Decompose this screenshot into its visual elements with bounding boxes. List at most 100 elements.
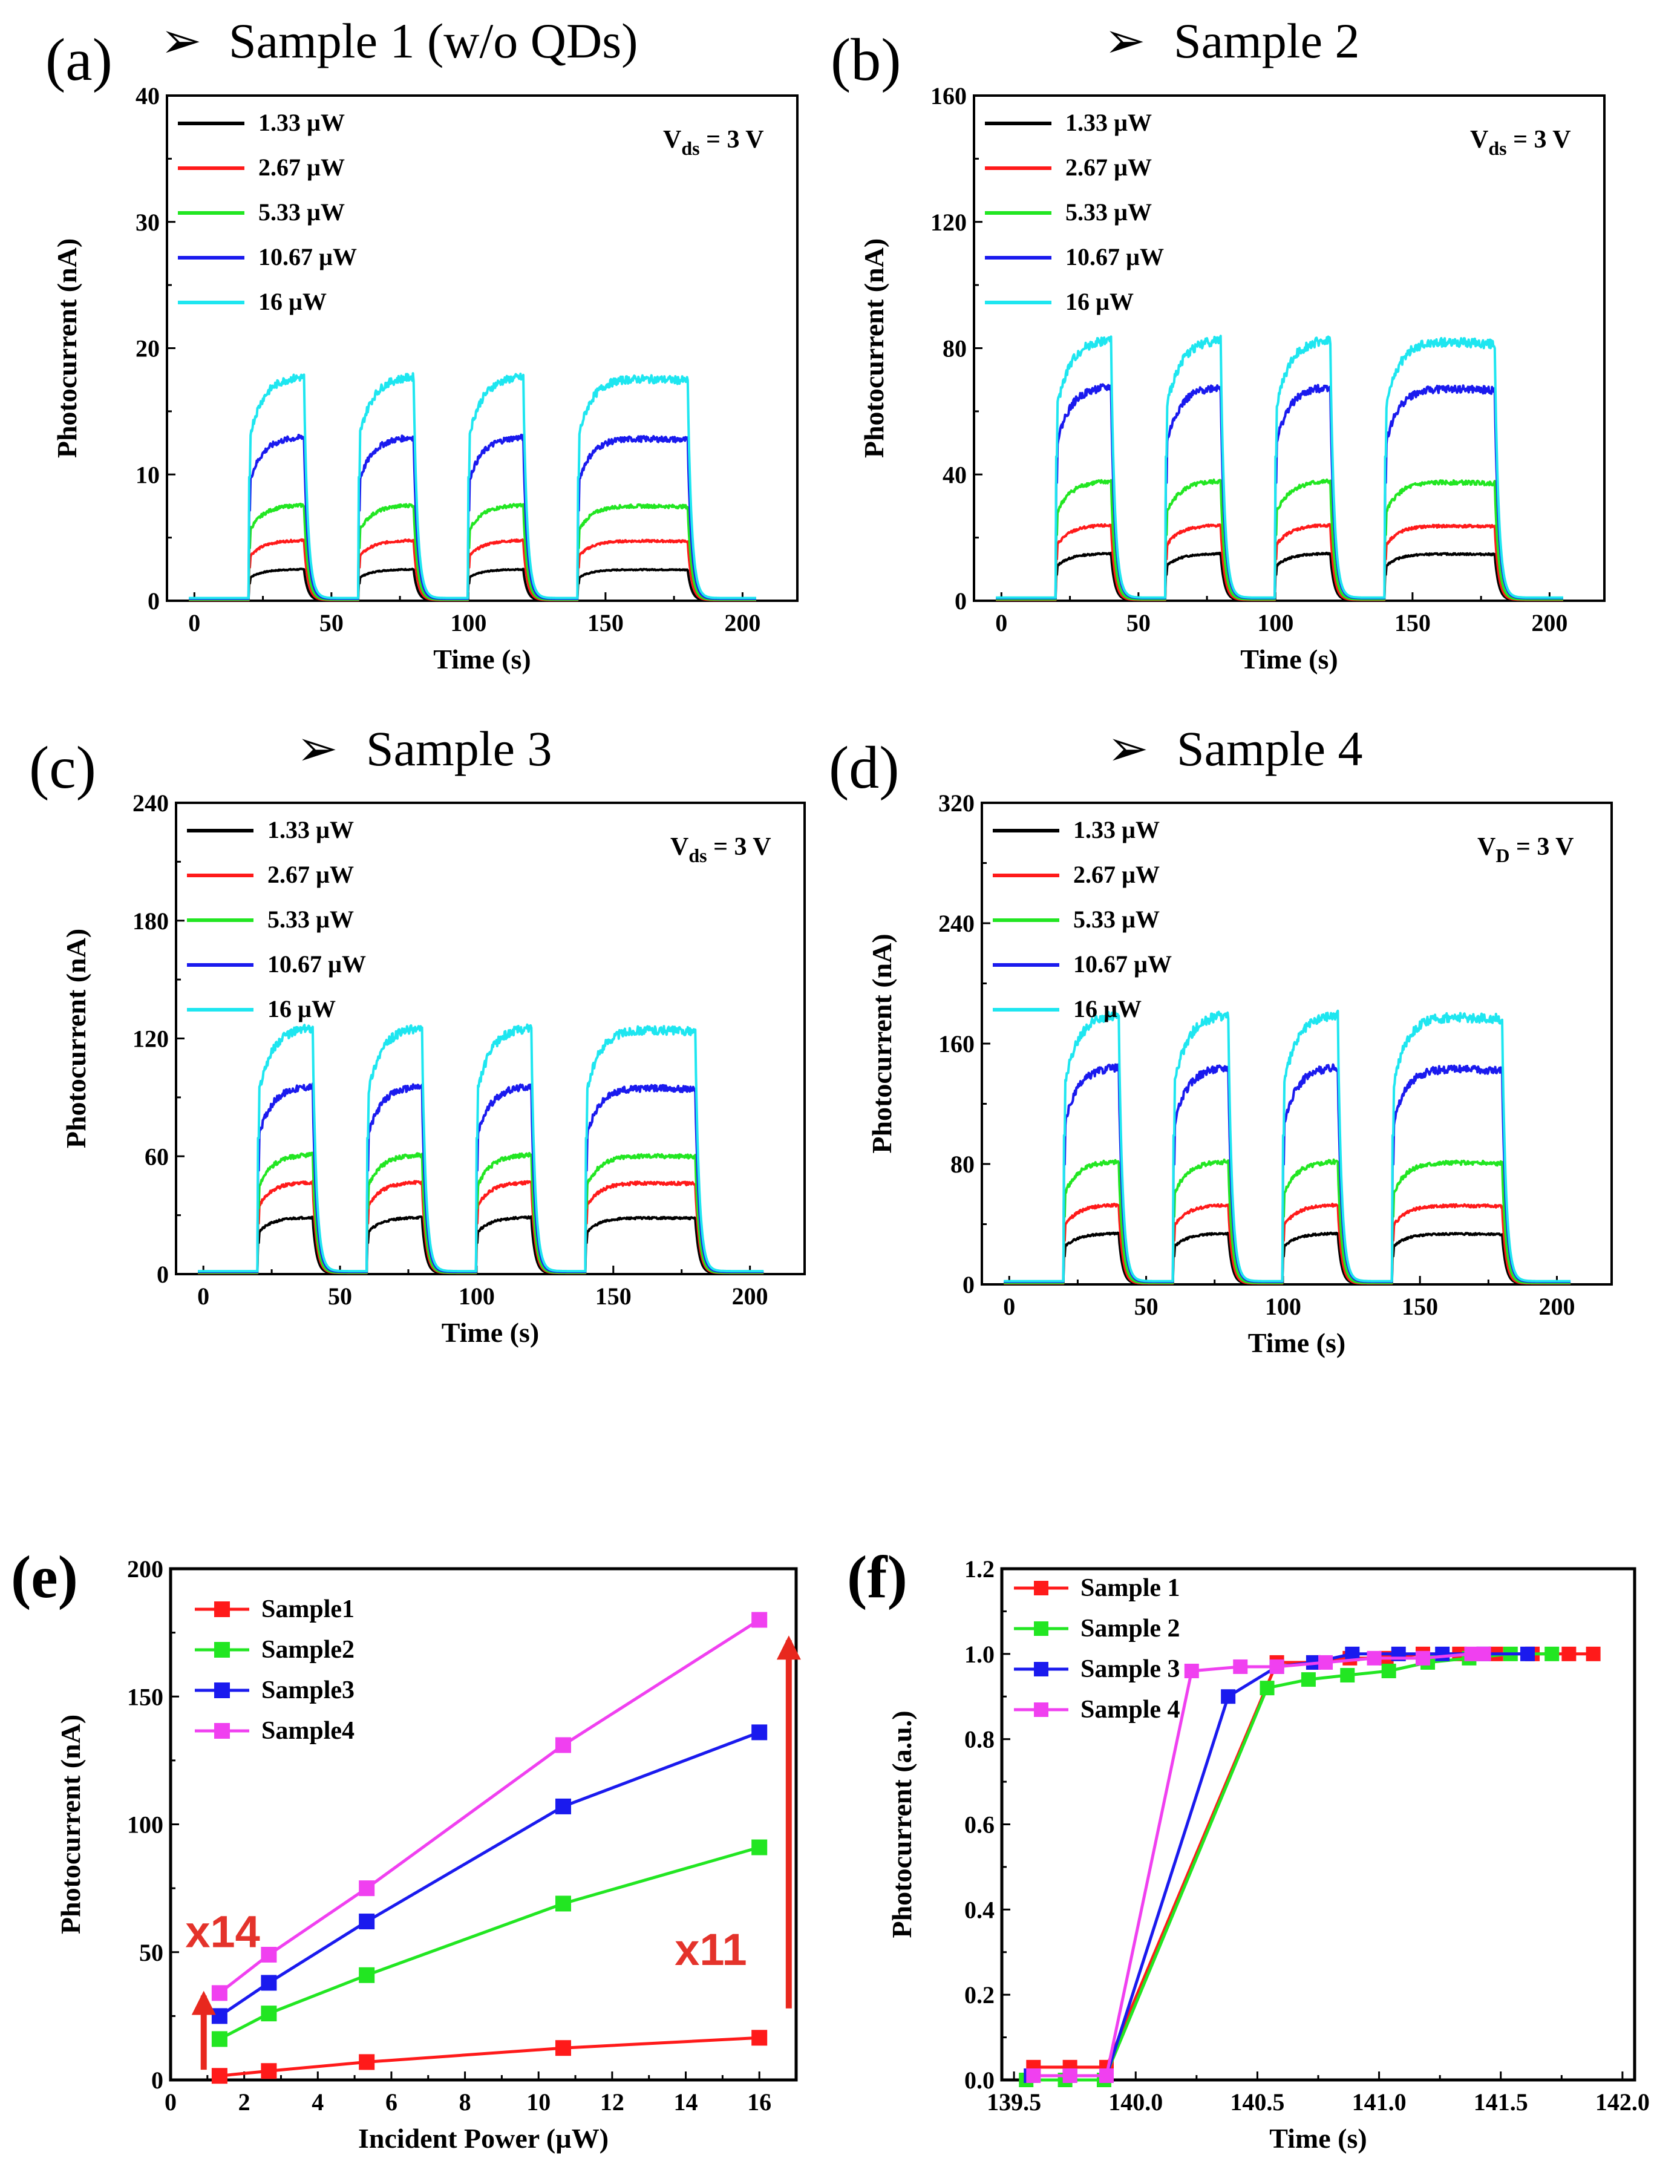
x-tick-label: 200: [1531, 609, 1567, 636]
x-tick-label: 0: [165, 2088, 177, 2116]
title-arrow-b: ➢: [1104, 13, 1146, 68]
legend-label: 1.33 µW: [1073, 816, 1160, 843]
y-tick-label: 1.2: [964, 1555, 995, 1583]
data-point: [1318, 1655, 1333, 1670]
panel-label-e: (e): [11, 1543, 78, 1610]
data-point: [261, 2063, 277, 2079]
x-tick-label: 140.0: [1108, 2088, 1163, 2116]
panel-label-a: (a): [45, 26, 113, 93]
series-line-1: [197, 1180, 765, 1275]
legend-marker: [1034, 1581, 1048, 1595]
y-axis-label: Photocurrent (nA): [866, 933, 897, 1153]
data-point: [261, 1975, 277, 1991]
legend-label: 16 µW: [1073, 995, 1142, 1022]
legend-marker: [1034, 1662, 1048, 1676]
legend-label: 2.67 µW: [258, 154, 345, 181]
y-tick-label: 0.8: [964, 1726, 995, 1753]
y-tick-label: 320: [938, 790, 975, 817]
y-tick-label: 20: [136, 335, 160, 362]
legend-label: Sample2: [261, 1636, 355, 1664]
y-axis-label: Photocurrent (nA): [858, 238, 889, 458]
y-axis-label: Photocurrent (a.u.): [886, 1710, 917, 1938]
legend-label: 10.67 µW: [258, 243, 357, 270]
title-arrow-a: ➢: [160, 13, 202, 68]
y-tick-label: 180: [132, 907, 169, 935]
y-tick-label: 160: [930, 82, 967, 110]
series-line-0: [197, 1215, 765, 1275]
data-point: [1026, 2068, 1041, 2083]
series-line-0: [1003, 1231, 1571, 1285]
panel-label-b: (b): [831, 26, 901, 93]
panel-label-c: (c): [29, 734, 96, 801]
x-tick-label: 6: [385, 2088, 397, 2116]
y-axis-label: Photocurrent (nA): [60, 929, 91, 1148]
y-tick-label: 50: [139, 1939, 163, 1966]
y-tick-label: 0: [963, 1271, 975, 1298]
legend-label: 10.67 µW: [1073, 950, 1172, 978]
y-tick-label: 0: [151, 2067, 163, 2094]
series-line-1: [188, 538, 757, 601]
y-tick-label: 0.2: [964, 1981, 995, 2009]
data-point: [1464, 1646, 1479, 1661]
legend-label: Sample 1: [1080, 1574, 1180, 1602]
series-line-2: [188, 502, 757, 601]
series-line-1: [1003, 1202, 1571, 1285]
y-tick-label: 80: [950, 1151, 975, 1178]
panel-f: 139.5 140.0 140.5 141.0 141.5 142.0 0.0 0.2 0.4 0…: [886, 1555, 1650, 2154]
series-line-2: [1003, 1158, 1571, 1284]
x-tick-label: 0: [995, 609, 1007, 636]
data-point: [751, 1612, 768, 1628]
bias-annotation: Vds = 3 V: [663, 126, 764, 159]
x-tick-label: 10: [526, 2088, 551, 2116]
x-tick-label: 50: [1126, 609, 1151, 636]
data-point: [1184, 1664, 1199, 1678]
title-arrow-c: ➢: [296, 721, 338, 776]
data-point: [1260, 1681, 1275, 1696]
x-axis-label: Time (s): [1240, 644, 1338, 675]
y-tick-label: 40: [136, 82, 160, 110]
legend-label: Sample 3: [1080, 1655, 1180, 1683]
x-tick-label: 141.5: [1474, 2088, 1528, 2116]
data-point: [1561, 1646, 1577, 1661]
x-tick-label: 142.0: [1595, 2088, 1650, 2116]
x-tick-label: 14: [674, 2088, 698, 2116]
y-tick-label: 0: [157, 1261, 169, 1288]
y-tick-label: 0.6: [964, 1811, 995, 1839]
panel-title-a: Sample 1 (w/o QDs): [229, 13, 638, 68]
legend-label: 2.67 µW: [1073, 861, 1160, 888]
x-tick-label: 50: [319, 609, 344, 636]
series-line-0: [995, 551, 1564, 602]
legend-label: 2.67 µW: [1065, 154, 1152, 181]
y-tick-label: 30: [136, 209, 160, 236]
series-line-3: [995, 383, 1564, 600]
y-tick-label: 240: [938, 910, 975, 937]
data-point: [1340, 1668, 1355, 1683]
x-tick-label: 150: [1402, 1293, 1438, 1320]
data-point: [359, 1914, 375, 1930]
data-point: [1544, 1646, 1560, 1661]
data-point: [1476, 1646, 1491, 1661]
data-point: [1367, 1650, 1382, 1666]
panel-e: 0 2 4 6 8 10 12 14 16 0 50 100 150 200 Incident Power …: [55, 1555, 801, 2154]
data-point: [261, 1946, 277, 1963]
legend-label: Sample4: [261, 1717, 355, 1745]
legend-label: 1.33 µW: [1065, 109, 1152, 136]
x-tick-label: 0: [197, 1283, 209, 1310]
panel-title-d: Sample 4: [1177, 721, 1362, 776]
x-tick-label: 141.0: [1352, 2088, 1407, 2116]
legend-label: 5.33 µW: [267, 906, 354, 933]
legend-label: 5.33 µW: [1073, 906, 1160, 933]
x-tick-label: 12: [600, 2088, 624, 2116]
x-tick-label: 200: [732, 1283, 768, 1310]
legend-marker: [214, 1723, 230, 1739]
x-tick-label: 100: [1265, 1293, 1301, 1320]
y-tick-label: 0: [148, 587, 160, 615]
legend-label: Sample1: [261, 1595, 355, 1623]
legend-label: 16 µW: [1065, 288, 1134, 315]
annotation-x14: x14: [185, 1906, 260, 1957]
x-tick-label: 100: [459, 1283, 495, 1310]
y-tick-label: 240: [132, 790, 169, 817]
panel-b: 0 50 100 150 200 0 40 80 120 160 Time (s) Photocurr…: [858, 82, 1606, 675]
legend-label: Sample 4: [1080, 1696, 1180, 1724]
x-tick-label: 16: [747, 2088, 771, 2116]
